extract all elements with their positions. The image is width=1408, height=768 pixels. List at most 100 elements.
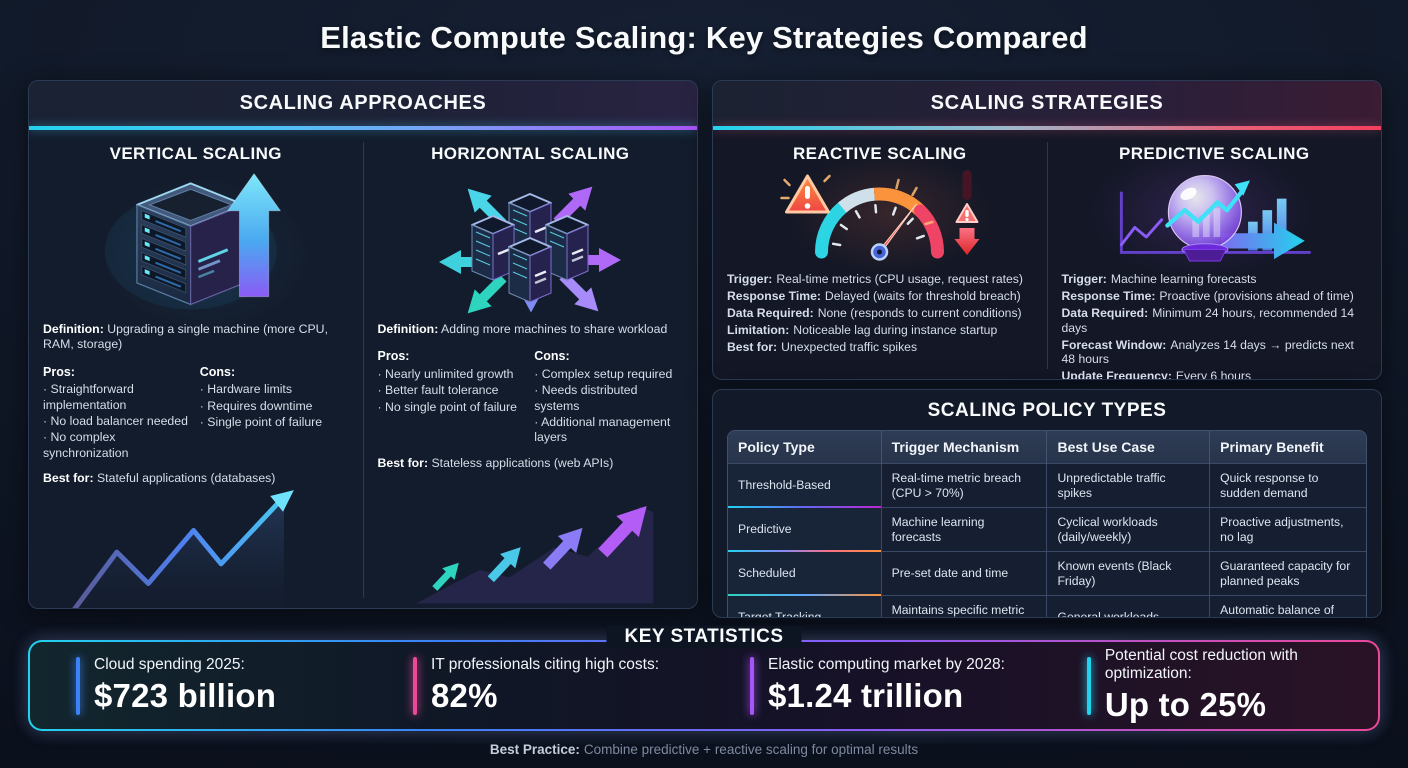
table-row: Scheduled Pre-set date and time Known ev… — [728, 551, 1366, 597]
stat-value: $723 billion — [94, 677, 277, 714]
pros-item: Nearly unlimited growth — [378, 367, 527, 382]
crystal-ball-forecast-icon — [1100, 166, 1328, 262]
detail-row: Forecast Window: Analyzes 14 days → predi… — [1061, 337, 1354, 367]
table-row: Threshold-Based Real-time metric breach … — [728, 463, 1366, 509]
policy-table-cell: Unpredictable traffic spikes — [1046, 463, 1211, 508]
policy-table: Policy Type Trigger Mechanism Best Use C… — [727, 430, 1367, 617]
policy-table-header-row: Policy Type Trigger Mechanism Best Use C… — [728, 431, 1366, 464]
footer-best-practice: Best Practice: Combine predictive + react… — [489, 742, 919, 757]
horizontal-pros-cons: Pros: Nearly unlimited growth Better fau… — [378, 349, 684, 446]
stat-label: Potential cost reduction with optimizati… — [1104, 647, 1298, 682]
detail-row: Best for: Unexpected traffic spikes — [727, 339, 918, 354]
strategies-panel: SCALING STRATEGIES REACTIVE SCALING — [712, 80, 1382, 380]
policy-table-cell: Maintains specific metric (50% CPU) — [881, 595, 1048, 617]
growth-line-chart-icon — [48, 487, 343, 608]
key-statistics-title: KEY STATISTICS — [606, 626, 802, 648]
policy-table-cell: Quick response to sudden demand — [1209, 463, 1366, 508]
stat-label: IT professionals citing high costs: — [431, 656, 660, 673]
policy-table-cell: Target Tracking — [728, 595, 882, 617]
policy-table-header-cell: Primary Benefit — [1209, 431, 1366, 464]
pros-item: No single point of failure — [378, 400, 527, 415]
detail-row: Trigger: Machine learning forecasts — [1061, 272, 1257, 286]
vertical-scaling-section: VERTICAL SCALING — [29, 130, 363, 608]
stat-accent-bar — [750, 656, 754, 715]
pros-item: Better fault tolerance — [378, 383, 527, 398]
horizontal-definition: Definition: Adding more machines to shar… — [377, 322, 668, 336]
reactive-scaling-section: REACTIVE SCALING — [713, 130, 1047, 379]
vertical-scaling-title: VERTICAL SCALING — [109, 144, 282, 163]
column-divider — [1046, 142, 1048, 369]
predictive-scaling-section: PREDICTIVE SCALING — [1048, 130, 1382, 379]
policy-table-cell: Predictive — [728, 507, 882, 553]
cons-item: Additional management layers — [534, 415, 683, 446]
stat-item: Cloud spending 2025: $723 billion — [30, 656, 367, 715]
cons-item: Needs distributed systems — [534, 383, 683, 414]
policy-table-cell: Pre-set date and time — [881, 551, 1048, 596]
policy-table-cell: Known events (Black Friday) — [1046, 551, 1211, 596]
detail-row: Update Frequency: Every 6 hours — [1061, 369, 1252, 380]
server-cluster-out-arrows-icon — [415, 166, 645, 316]
horizontal-best-for: Best for: Stateless applications (web AP… — [377, 455, 614, 470]
table-row: Target Tracking Maintains specific metri… — [728, 595, 1366, 617]
column-divider — [362, 142, 364, 598]
ascending-arrows-icon — [390, 471, 670, 608]
horizontal-scaling-section: HORIZONTAL SCALING — [364, 130, 698, 608]
pros-list: Pros: Nearly unlimited growth Better fau… — [378, 349, 527, 446]
cons-item: Hardware limits — [200, 382, 349, 397]
detail-row: Response Time: Delayed (waits for thresho… — [727, 288, 1021, 303]
policy-table-header-cell: Trigger Mechanism — [881, 431, 1048, 464]
policy-table-header-cell: Best Use Case — [1046, 431, 1211, 464]
strategies-header: SCALING STRATEGIES — [713, 81, 1381, 126]
stat-value: $1.24 trillion — [768, 677, 964, 714]
approaches-gradient-divider — [29, 126, 697, 130]
vertical-pros-cons: Pros: Straightforward implementation No … — [43, 365, 349, 462]
policy-table-cell: Real-time metric breach (CPU > 70%) — [881, 463, 1048, 508]
approaches-header: SCALING APPROACHES — [29, 81, 697, 126]
cons-list: Cons: Complex setup required Needs distr… — [534, 349, 683, 446]
cons-list: Cons: Hardware limits Requires downtime … — [200, 365, 349, 462]
cons-item: Requires downtime — [200, 399, 349, 414]
policy-table-cell: General workloads — [1046, 595, 1211, 617]
server-tower-up-arrow-icon — [93, 166, 298, 316]
reactive-scaling-title: REACTIVE SCALING — [792, 144, 967, 163]
stat-label: Elastic computing market by 2028: — [768, 656, 1005, 673]
policies-title: SCALING POLICY TYPES — [927, 400, 1167, 421]
cons-item: Complex setup required — [534, 367, 683, 382]
key-statistics-band: KEY STATISTICS Cloud spending 2025: $723… — [28, 626, 1380, 731]
detail-row: Data Required: Minimum 24 hours, recommen… — [1061, 305, 1355, 335]
pros-item: No complex synchronization — [43, 430, 192, 461]
policies-panel: SCALING POLICY TYPES Policy Type Trigger… — [712, 389, 1382, 618]
stat-label: Cloud spending 2025: — [94, 656, 245, 673]
detail-row: Trigger: Real-time metrics (CPU usage, re… — [727, 272, 1023, 286]
policy-table-cell: Guaranteed capacity for planned peaks — [1209, 551, 1366, 596]
stat-value: Up to 25% — [1104, 686, 1267, 723]
policy-table-cell: Scheduled — [728, 551, 882, 597]
stat-item: IT professionals citing high costs: 82% — [367, 656, 704, 715]
stat-accent-bar — [76, 656, 80, 715]
vertical-best-for: Best for: Stateful applications (databas… — [43, 471, 276, 486]
stat-item: Elastic computing market by 2028: $1.24 … — [704, 656, 1041, 715]
reactive-details: Trigger: Real-time metrics (CPU usage, re… — [725, 270, 1035, 356]
pros-list: Pros: Straightforward implementation No … — [43, 365, 192, 462]
approaches-panel: SCALING APPROACHES VERTICAL SCALING — [28, 80, 698, 609]
policy-table-cell: Machine learning forecasts — [881, 507, 1048, 552]
vertical-definition: Definition: Upgrading a single machine (… — [43, 322, 328, 352]
policy-table-cell: Threshold-Based — [728, 463, 882, 509]
policy-table-cell: Proactive adjustments, no lag — [1209, 507, 1366, 552]
page-title: Elastic Compute Scaling: Key Strategies … — [320, 20, 1088, 55]
predictive-scaling-title: PREDICTIVE SCALING — [1119, 144, 1310, 163]
strategies-gradient-divider — [713, 126, 1381, 130]
predictive-details: Trigger: Machine learning forecasts Respo… — [1060, 270, 1370, 380]
horizontal-scaling-title: HORIZONTAL SCALING — [431, 144, 630, 163]
policy-table-header-cell: Policy Type — [728, 431, 882, 464]
gauge-alert-icon — [777, 166, 982, 262]
detail-row: Data Required: None (responds to current … — [727, 305, 1022, 320]
policy-table-cell: Automatic balance of availability — [1209, 595, 1366, 617]
stat-accent-bar — [1087, 656, 1091, 715]
detail-row: Limitation: Noticeable lag during instanc… — [727, 322, 998, 337]
pros-item: No load balancer needed — [43, 414, 192, 429]
stat-accent-bar — [413, 656, 417, 715]
policy-table-cell: Cyclical workloads (daily/weekly) — [1046, 507, 1211, 552]
table-row: Predictive Machine learning forecasts Cy… — [728, 507, 1366, 553]
